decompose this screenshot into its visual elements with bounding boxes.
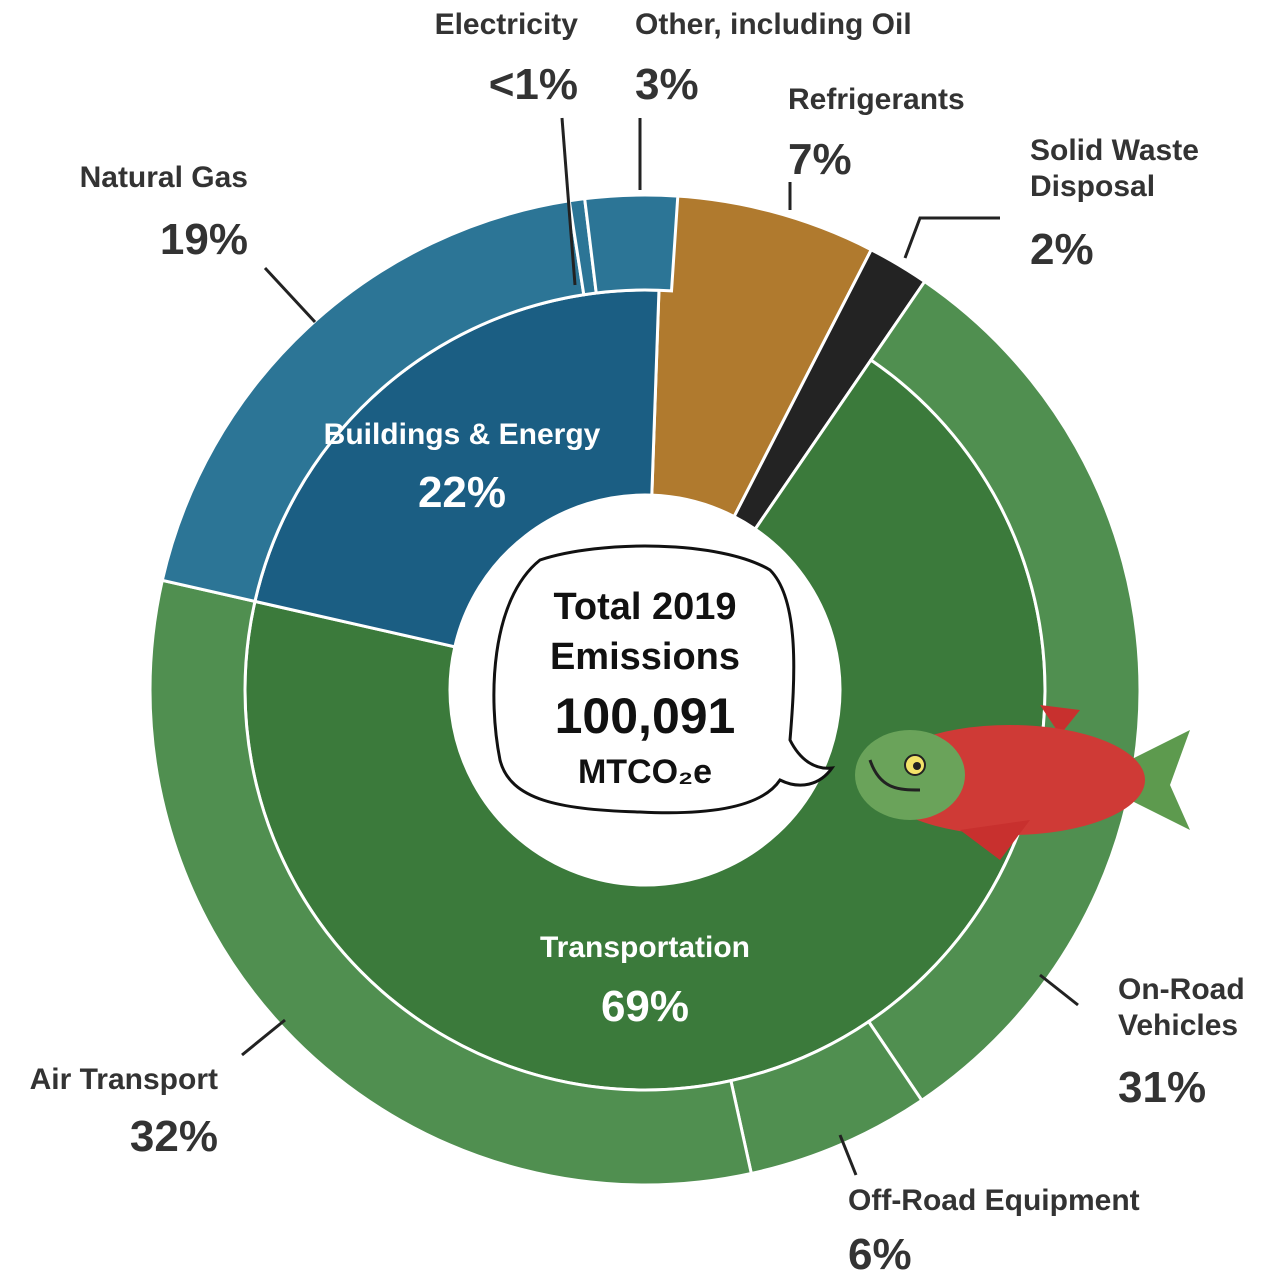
leader [838,1134,858,1176]
subsector-value: <1% [488,60,578,109]
subsector [148,578,754,1187]
leader [263,266,317,324]
subsector-label: Electricity [434,8,578,41]
subsector-value: 3% [635,60,699,109]
speech-bubble [492,544,836,815]
sector-value: 22% [417,468,507,517]
rings [148,193,1142,1187]
subsector-value: 31% [1118,1063,1207,1112]
total: 100,091 [554,688,736,744]
sector-label: Buildings & Energy [323,418,601,451]
subsector-label: On-Road Vehicles [1118,973,1245,1042]
salmon-mascot [855,705,1190,860]
leader [241,1018,286,1057]
center-title: Total 2019 Emissions [549,586,741,678]
leader [903,216,1000,259]
subsector [866,279,1142,1103]
subsector-value: 19% [159,215,248,264]
sector-value: 69% [600,982,690,1031]
subsector [583,193,680,295]
leader [560,117,577,286]
subsector-label: Natural Gas [79,161,248,194]
sector-label: Refrigerants [788,83,965,116]
subsector-value: 6% [848,1230,912,1279]
subsector-label: Off-Road Equipment [848,1184,1140,1217]
subsector-label: Air Transport [29,1063,218,1096]
subsector-value: 32% [129,1112,218,1161]
subsector-label: Other, including Oil [635,8,912,41]
sector-value: 2% [1030,225,1094,274]
unit: MTCO₂e [577,753,713,791]
leader [1039,973,1079,1007]
leader-lines [241,117,1079,1176]
sector-label: Transportation [539,931,751,964]
sector-value: 7% [788,135,852,184]
sector-label: Solid Waste Disposal [1030,134,1199,203]
